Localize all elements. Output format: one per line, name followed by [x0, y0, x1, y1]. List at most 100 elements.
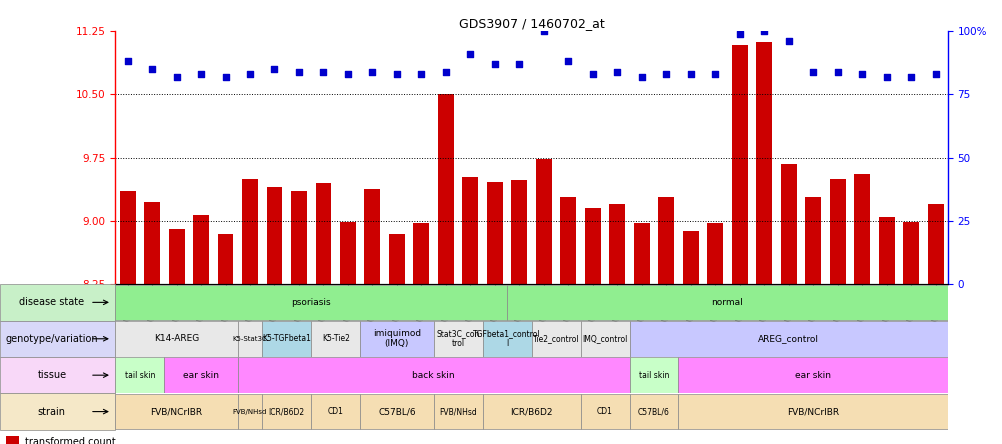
Bar	[291, 190, 307, 284]
Point	[682, 71, 698, 78]
Point	[756, 28, 772, 35]
Bar	[531, 321, 580, 357]
Bar	[267, 187, 283, 284]
Point	[192, 71, 208, 78]
Point	[633, 73, 649, 80]
Text: FVB/NCrIBR: FVB/NCrIBR	[150, 407, 202, 416]
Bar	[677, 357, 947, 393]
Text: ear skin: ear skin	[182, 371, 218, 380]
Bar	[629, 394, 677, 429]
Text: tail skin: tail skin	[638, 371, 668, 380]
Bar	[262, 321, 311, 357]
Text: normal: normal	[710, 298, 742, 307]
Point	[780, 38, 796, 45]
Point	[535, 28, 551, 35]
Point	[486, 60, 502, 67]
Point	[902, 73, 918, 80]
Point	[340, 71, 356, 78]
Text: IMQ_control: IMQ_control	[582, 334, 627, 343]
Bar	[682, 231, 698, 284]
Bar	[706, 223, 722, 284]
Text: K5-Tie2: K5-Tie2	[322, 334, 350, 343]
Point	[413, 71, 429, 78]
Bar	[364, 189, 380, 284]
Bar	[756, 42, 772, 284]
Text: AREG_control: AREG_control	[758, 334, 819, 343]
Point	[730, 30, 746, 37]
Bar	[340, 222, 356, 284]
Point	[291, 68, 307, 75]
Point	[608, 68, 624, 75]
Text: Tie2_control: Tie2_control	[532, 334, 579, 343]
Bar	[241, 179, 258, 284]
Point	[267, 65, 283, 72]
Text: C57BL/6: C57BL/6	[378, 407, 415, 416]
Point	[878, 73, 894, 80]
Bar	[360, 394, 433, 429]
Bar	[413, 223, 429, 284]
Bar	[731, 45, 746, 284]
Bar	[580, 394, 629, 429]
Bar	[6, 436, 19, 444]
Text: back skin: back skin	[412, 371, 455, 380]
Bar	[119, 191, 135, 284]
Bar	[780, 163, 796, 284]
Bar	[316, 183, 331, 284]
Bar	[482, 394, 580, 429]
Text: psoriasis: psoriasis	[292, 298, 331, 307]
Bar	[609, 204, 624, 284]
Text: C57BL/6: C57BL/6	[637, 407, 669, 416]
Bar	[902, 222, 918, 284]
Text: FVB/NCrIBR: FVB/NCrIBR	[787, 407, 839, 416]
Point	[119, 58, 135, 65]
Bar	[311, 394, 360, 429]
Point	[315, 68, 331, 75]
Bar	[878, 217, 894, 284]
Point	[657, 71, 673, 78]
Text: K5-Stat3C: K5-Stat3C	[232, 336, 268, 342]
Text: genotype/variation: genotype/variation	[6, 334, 98, 344]
Point	[511, 60, 527, 67]
Point	[168, 73, 184, 80]
Point	[144, 65, 160, 72]
Bar	[535, 159, 551, 284]
Point	[462, 50, 478, 57]
Text: imiquimod
(IMQ): imiquimod (IMQ)	[373, 329, 421, 348]
Bar	[433, 394, 482, 429]
Bar	[311, 321, 360, 357]
Text: transformed count: transformed count	[25, 437, 115, 444]
Bar	[360, 321, 433, 357]
Bar	[805, 197, 821, 284]
Bar	[237, 394, 262, 429]
Bar	[433, 321, 482, 357]
Point	[854, 71, 870, 78]
Text: tissue: tissue	[37, 370, 66, 380]
Bar	[115, 357, 164, 393]
Bar	[462, 177, 478, 284]
Bar	[237, 357, 629, 393]
Bar	[560, 197, 576, 284]
Point	[241, 71, 258, 78]
Bar	[580, 321, 629, 357]
Bar	[262, 394, 311, 429]
Point	[389, 71, 405, 78]
Title: GDS3907 / 1460702_at: GDS3907 / 1460702_at	[458, 17, 604, 30]
Bar	[144, 202, 160, 284]
Bar	[511, 180, 527, 284]
Text: strain: strain	[38, 407, 66, 416]
Text: ICR/B6D2: ICR/B6D2	[510, 407, 552, 416]
Text: ICR/B6D2: ICR/B6D2	[269, 407, 305, 416]
Bar	[482, 321, 531, 357]
Point	[584, 71, 600, 78]
Text: ear skin: ear skin	[795, 371, 831, 380]
Bar	[237, 321, 262, 357]
Point	[706, 71, 722, 78]
Point	[364, 68, 380, 75]
Bar	[657, 197, 673, 284]
Point	[829, 68, 845, 75]
Bar	[115, 285, 507, 320]
Point	[217, 73, 233, 80]
Bar	[168, 229, 184, 284]
Bar	[115, 394, 237, 429]
Bar	[486, 182, 502, 284]
